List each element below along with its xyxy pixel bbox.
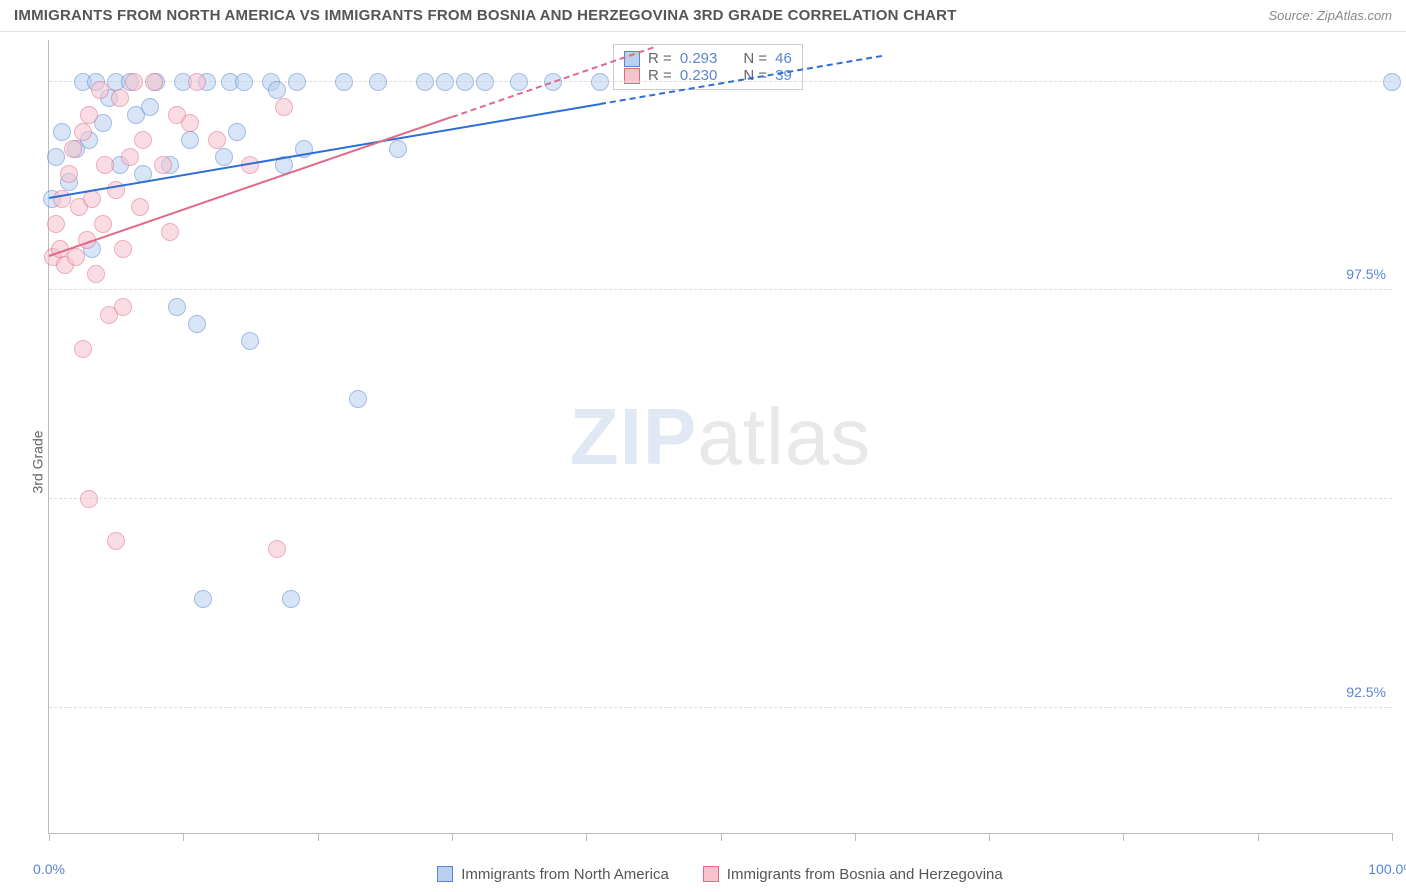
data-point bbox=[510, 73, 528, 91]
data-point bbox=[67, 248, 85, 266]
x-tick bbox=[989, 833, 990, 841]
data-point bbox=[228, 123, 246, 141]
gridline-h bbox=[49, 707, 1392, 708]
legend-label: Immigrants from North America bbox=[461, 866, 669, 883]
chart-title: IMMIGRANTS FROM NORTH AMERICA VS IMMIGRA… bbox=[14, 7, 957, 24]
data-point bbox=[208, 131, 226, 149]
data-point bbox=[107, 532, 125, 550]
data-point bbox=[416, 73, 434, 91]
data-point bbox=[235, 73, 253, 91]
bottom-legend: Immigrants from North America Immigrants … bbox=[48, 860, 1392, 888]
data-point bbox=[215, 148, 233, 166]
stats-r-label: R = bbox=[648, 50, 672, 67]
data-point bbox=[114, 240, 132, 258]
data-point bbox=[111, 89, 129, 107]
data-point bbox=[154, 156, 172, 174]
data-point bbox=[181, 114, 199, 132]
data-point bbox=[47, 148, 65, 166]
data-point bbox=[282, 590, 300, 608]
data-point bbox=[96, 156, 114, 174]
data-point bbox=[188, 315, 206, 333]
data-point bbox=[145, 73, 163, 91]
title-bar: IMMIGRANTS FROM NORTH AMERICA VS IMMIGRA… bbox=[0, 0, 1406, 32]
stats-r-value: 0.293 bbox=[680, 50, 718, 67]
legend-label: Immigrants from Bosnia and Herzegovina bbox=[727, 866, 1003, 883]
data-point bbox=[114, 298, 132, 316]
watermark: ZIPatlas bbox=[570, 391, 871, 483]
data-point bbox=[241, 332, 259, 350]
data-point bbox=[476, 73, 494, 91]
x-tick bbox=[855, 833, 856, 841]
legend-swatch bbox=[703, 866, 719, 882]
data-point bbox=[456, 73, 474, 91]
data-point bbox=[47, 215, 65, 233]
y-tick-label: 92.5% bbox=[1346, 684, 1386, 700]
gridline-h bbox=[49, 498, 1392, 499]
x-tick bbox=[452, 833, 453, 841]
data-point bbox=[268, 540, 286, 558]
data-point bbox=[125, 73, 143, 91]
data-point bbox=[53, 123, 71, 141]
x-tick bbox=[183, 833, 184, 841]
x-tick bbox=[1123, 833, 1124, 841]
data-point bbox=[188, 73, 206, 91]
watermark-atlas: atlas bbox=[697, 392, 871, 481]
source-label: Source: ZipAtlas.com bbox=[1268, 8, 1392, 23]
stats-n-label: N = bbox=[743, 50, 767, 67]
x-tick bbox=[586, 833, 587, 841]
data-point bbox=[1383, 73, 1401, 91]
data-point bbox=[369, 73, 387, 91]
legend-item: Immigrants from North America bbox=[437, 866, 669, 883]
x-tick bbox=[49, 833, 50, 841]
data-point bbox=[268, 81, 286, 99]
legend-swatch bbox=[437, 866, 453, 882]
data-point bbox=[134, 131, 152, 149]
x-tick bbox=[1258, 833, 1259, 841]
data-point bbox=[591, 73, 609, 91]
x-tick bbox=[1392, 833, 1393, 841]
x-tick bbox=[721, 833, 722, 841]
data-point bbox=[74, 123, 92, 141]
data-point bbox=[194, 590, 212, 608]
data-point bbox=[131, 198, 149, 216]
data-point bbox=[141, 98, 159, 116]
y-axis-label: 3rd Grade bbox=[30, 430, 46, 493]
legend-item: Immigrants from Bosnia and Herzegovina bbox=[703, 866, 1003, 883]
watermark-zip: ZIP bbox=[570, 392, 697, 481]
data-point bbox=[121, 148, 139, 166]
data-point bbox=[389, 140, 407, 158]
data-point bbox=[168, 298, 186, 316]
data-point bbox=[181, 131, 199, 149]
stats-row: R = 0.293 N = 46 bbox=[624, 50, 792, 67]
data-point bbox=[87, 265, 105, 283]
y-tick-label: 97.5% bbox=[1346, 266, 1386, 282]
stats-n-value: 46 bbox=[775, 50, 792, 67]
data-point bbox=[288, 73, 306, 91]
data-point bbox=[349, 390, 367, 408]
data-point bbox=[60, 165, 78, 183]
x-tick bbox=[318, 833, 319, 841]
data-point bbox=[436, 73, 454, 91]
data-point bbox=[80, 106, 98, 124]
scatter-plot: ZIPatlas R =0.293N =46R =0.230N =39 92.5… bbox=[48, 40, 1392, 834]
gridline-h bbox=[49, 289, 1392, 290]
data-point bbox=[335, 73, 353, 91]
data-point bbox=[74, 340, 92, 358]
data-point bbox=[91, 81, 109, 99]
data-point bbox=[94, 215, 112, 233]
data-point bbox=[275, 98, 293, 116]
data-point bbox=[64, 140, 82, 158]
data-point bbox=[161, 223, 179, 241]
chart-area: 3rd Grade ZIPatlas R =0.293N =46R =0.230… bbox=[0, 32, 1406, 892]
data-point bbox=[80, 490, 98, 508]
